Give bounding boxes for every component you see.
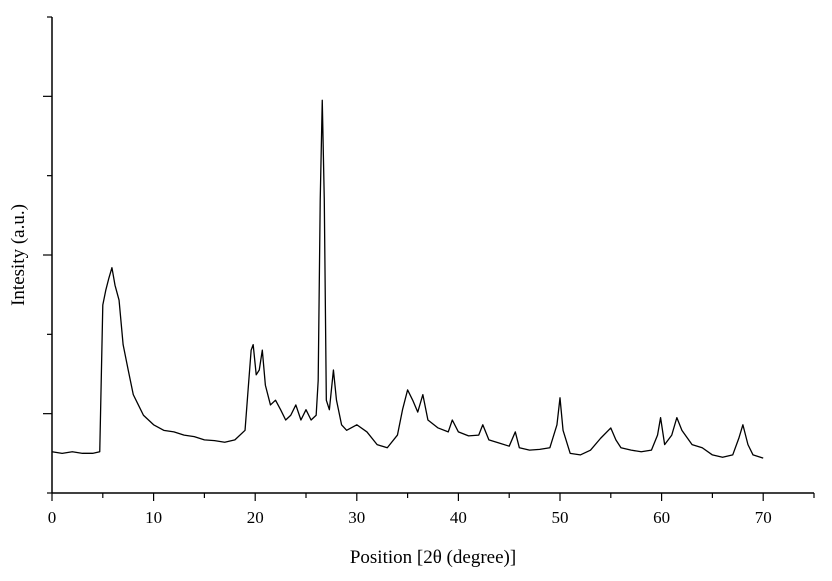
x-tick-label: 30 [348,508,365,527]
x-tick-label: 20 [247,508,264,527]
x-axis-label: Position [2θ (degree)] [350,547,516,568]
x-tick-label: 40 [450,508,467,527]
x-tick-label: 70 [755,508,772,527]
x-tick-label: 0 [48,508,57,527]
y-axis-label: Intesity (a.u.) [8,204,29,306]
x-tick-label: 60 [653,508,670,527]
data-line [51,99,764,459]
x-tick-label: 10 [145,508,162,527]
x-tick-label: 50 [552,508,569,527]
